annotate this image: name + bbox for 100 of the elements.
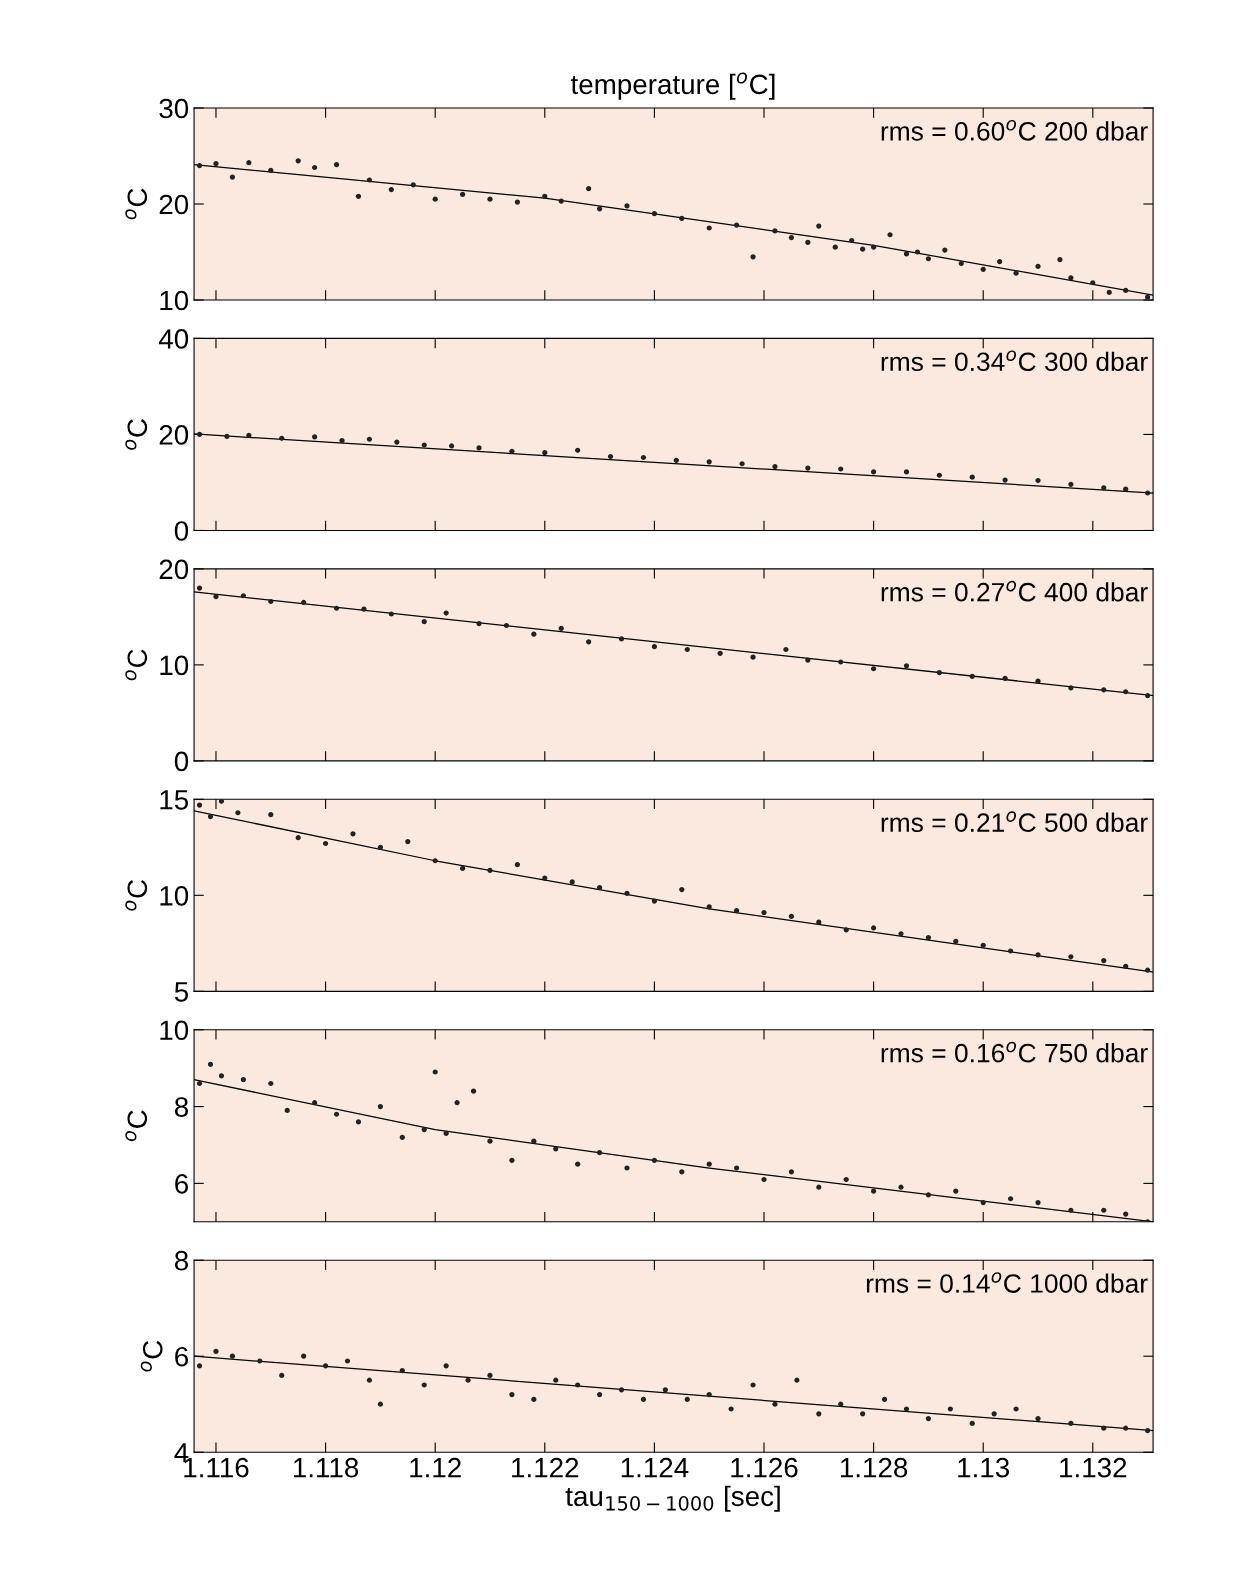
point bbox=[405, 838, 411, 845]
point bbox=[1035, 1416, 1041, 1422]
point bbox=[662, 1387, 668, 1393]
point bbox=[1101, 1425, 1107, 1431]
point bbox=[229, 174, 236, 180]
point bbox=[1035, 952, 1041, 958]
point bbox=[788, 913, 794, 920]
point bbox=[903, 469, 910, 475]
point bbox=[1123, 486, 1129, 492]
point bbox=[388, 611, 394, 617]
point bbox=[196, 1363, 203, 1369]
y-tick-label: 6 bbox=[175, 1346, 188, 1367]
y-tick-label: 15 bbox=[160, 790, 189, 810]
point bbox=[1145, 490, 1151, 496]
point bbox=[476, 621, 482, 627]
point bbox=[881, 1396, 888, 1403]
point bbox=[361, 606, 367, 612]
point bbox=[575, 1161, 581, 1167]
point bbox=[969, 1420, 975, 1427]
point bbox=[914, 249, 921, 255]
point bbox=[706, 1392, 712, 1398]
point bbox=[421, 1127, 427, 1133]
point bbox=[969, 673, 975, 680]
point bbox=[279, 1372, 285, 1379]
y-tick-label: 10 bbox=[160, 885, 189, 906]
point bbox=[596, 206, 603, 212]
point bbox=[432, 196, 438, 202]
point bbox=[1035, 263, 1041, 270]
point bbox=[679, 1169, 685, 1175]
point bbox=[465, 1377, 471, 1383]
point bbox=[925, 1192, 931, 1198]
point bbox=[739, 461, 745, 467]
point bbox=[1013, 270, 1019, 276]
point bbox=[470, 1088, 477, 1094]
point bbox=[871, 469, 877, 475]
point bbox=[421, 1382, 427, 1388]
point bbox=[366, 177, 373, 183]
point bbox=[575, 447, 581, 453]
point bbox=[805, 657, 811, 663]
point bbox=[257, 1358, 263, 1364]
point bbox=[366, 1377, 373, 1383]
point bbox=[476, 445, 482, 451]
point bbox=[268, 1080, 274, 1087]
point bbox=[553, 1146, 559, 1152]
point bbox=[860, 246, 866, 252]
point bbox=[213, 161, 219, 167]
point bbox=[624, 1165, 630, 1171]
point bbox=[816, 919, 822, 925]
point bbox=[218, 799, 225, 804]
point bbox=[903, 1406, 910, 1412]
point bbox=[1123, 963, 1129, 969]
point bbox=[531, 1138, 537, 1144]
point bbox=[596, 1150, 603, 1156]
point bbox=[997, 259, 1003, 265]
point bbox=[788, 235, 794, 241]
point bbox=[1101, 687, 1107, 693]
x-tick-label: 1.126 bbox=[731, 1457, 798, 1478]
point bbox=[586, 639, 592, 645]
point bbox=[246, 160, 252, 166]
point bbox=[1106, 289, 1112, 295]
y-tick-label: 10 bbox=[160, 290, 189, 311]
point bbox=[531, 631, 537, 637]
point bbox=[333, 1111, 340, 1117]
point bbox=[312, 164, 318, 171]
point bbox=[322, 1363, 329, 1369]
y-tick-label: 40 bbox=[158, 329, 189, 349]
point bbox=[1035, 477, 1041, 484]
annotation: rms = 0.14$^{o}$C 1000 dbar bbox=[866, 1272, 1148, 1293]
point bbox=[514, 862, 520, 868]
point bbox=[980, 1199, 986, 1206]
point bbox=[936, 669, 942, 676]
point bbox=[706, 225, 712, 231]
point bbox=[301, 1353, 307, 1359]
point bbox=[1068, 954, 1074, 960]
point bbox=[618, 636, 625, 642]
point bbox=[1101, 958, 1107, 964]
point bbox=[673, 457, 679, 463]
point bbox=[980, 266, 986, 272]
point bbox=[196, 585, 203, 591]
point bbox=[509, 1157, 515, 1163]
point bbox=[1057, 257, 1063, 263]
point bbox=[240, 1077, 246, 1083]
point bbox=[706, 904, 712, 910]
point bbox=[871, 244, 877, 250]
point bbox=[898, 1184, 904, 1190]
point bbox=[607, 453, 614, 460]
y-tick-label: 0 bbox=[174, 751, 189, 772]
point bbox=[640, 1396, 647, 1403]
point bbox=[679, 886, 685, 893]
point bbox=[1123, 1425, 1129, 1431]
y-axis-title: $^{o}$C bbox=[125, 419, 148, 450]
point bbox=[958, 260, 964, 267]
point bbox=[903, 251, 910, 257]
chart-title: temperature [$^{o}$C] bbox=[570, 72, 775, 100]
point bbox=[843, 1176, 849, 1183]
point bbox=[344, 1358, 351, 1364]
point bbox=[322, 840, 329, 847]
point bbox=[542, 875, 548, 881]
point bbox=[783, 646, 789, 653]
point bbox=[514, 199, 520, 205]
